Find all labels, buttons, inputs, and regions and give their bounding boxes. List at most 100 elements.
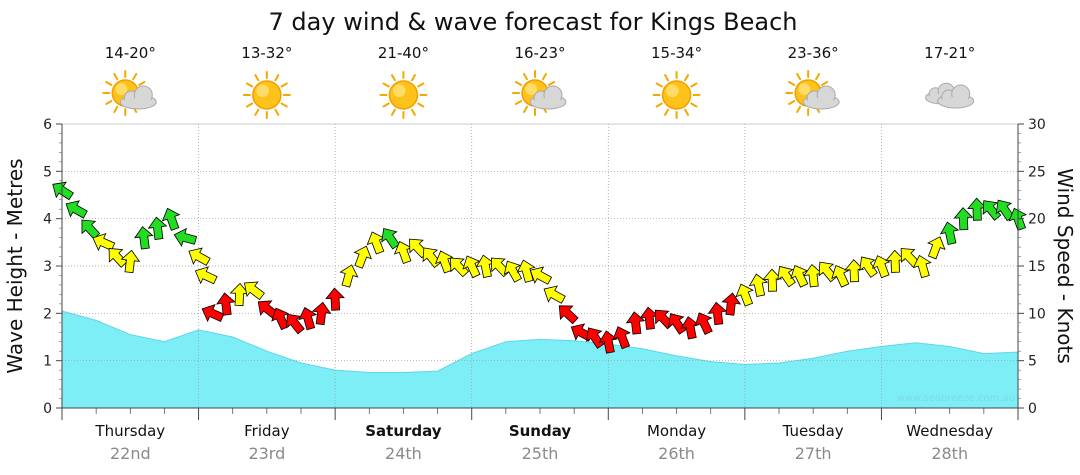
sun-ray <box>788 81 796 86</box>
wind-arrow <box>953 207 974 231</box>
day-name: Friday <box>244 422 290 440</box>
day-name: Saturday <box>365 422 442 440</box>
cloud-shape <box>119 85 157 110</box>
sun-ray <box>796 105 802 114</box>
sun-ray <box>514 100 523 105</box>
day-name: Monday <box>647 422 706 440</box>
sun-ray <box>523 72 528 81</box>
wind-arrow <box>982 200 1002 221</box>
wind-arrow <box>516 259 536 283</box>
left-tick-label: 2 <box>43 306 52 322</box>
sun-ray <box>417 82 425 88</box>
sun-ray <box>390 108 396 116</box>
sun-ray <box>523 105 528 114</box>
sun-ray <box>796 72 802 81</box>
wind-arrow <box>529 266 553 285</box>
sun-ray <box>655 82 663 88</box>
sun-ray <box>138 81 146 86</box>
plot-area <box>52 123 1028 409</box>
right-tick-label: 0 <box>1028 401 1037 417</box>
sun-ray <box>684 74 690 82</box>
sun-ray <box>820 81 829 86</box>
wind-arrow <box>201 304 225 323</box>
wind-arrow <box>586 327 605 349</box>
weather-icon-row <box>102 70 975 119</box>
sun-ray <box>390 74 396 82</box>
wind-arrow <box>558 305 579 325</box>
wind-arrow <box>216 292 236 316</box>
day-temperature: 21-40° <box>378 44 429 62</box>
sun-ray <box>245 102 254 108</box>
sun-ray <box>382 102 390 108</box>
right-tick-label: 20 <box>1028 212 1046 228</box>
wind-arrow <box>721 292 742 316</box>
cloud-shape <box>802 85 840 110</box>
right-tick-label: 5 <box>1028 354 1037 370</box>
wind-arrow <box>790 264 809 288</box>
wind-arrow <box>680 316 700 340</box>
sun-ray <box>690 82 698 88</box>
left-axis: 0 1 2 3 4 5 6 <box>43 117 63 417</box>
sun-ray <box>664 108 670 116</box>
cloud-shape <box>529 85 567 110</box>
wind-arrow <box>298 306 318 331</box>
sun-ray <box>245 82 254 88</box>
sun-ray <box>254 108 260 116</box>
x-axis: Thursday 22nd Friday 23rd Saturday 24th Sunday… <box>61 407 1019 463</box>
sun-ray <box>664 74 670 82</box>
left-tick-label: 6 <box>43 117 52 133</box>
sun-ray <box>410 74 416 82</box>
wind-arrow <box>762 268 783 292</box>
right-axis: 0 5 10 15 20 25 30 <box>1017 117 1046 417</box>
wind-arrow <box>612 326 631 350</box>
cloud-shape <box>937 84 975 109</box>
sun-highlight <box>798 83 811 95</box>
wind-arrow <box>381 227 400 250</box>
wind-arrow <box>353 245 372 269</box>
sun-ray <box>254 74 260 82</box>
wind-arrow <box>161 207 181 231</box>
day-temperature: 15-34° <box>651 44 702 62</box>
left-tick-label: 4 <box>43 212 52 228</box>
sun-ray <box>815 72 821 81</box>
sun-highlight <box>666 84 679 98</box>
sun-ray <box>417 102 425 108</box>
cloud-icon <box>925 82 975 109</box>
sun-ray <box>684 108 690 116</box>
wave-height-area <box>61 310 1019 409</box>
sun-icon <box>242 71 291 119</box>
left-tick-label: 3 <box>43 259 52 275</box>
wind-arrow <box>434 250 454 274</box>
day-temperature: 23-36° <box>788 44 839 62</box>
wind-arrow <box>598 330 618 354</box>
wind-arrow <box>462 255 481 279</box>
day-date: 26th <box>658 444 695 463</box>
sun-ray <box>655 102 663 108</box>
wind-arrow <box>52 181 74 201</box>
wind-arrow <box>503 260 523 283</box>
wind-arrow <box>188 247 211 266</box>
wind-arrow <box>707 301 728 326</box>
wind-arrow <box>543 285 566 304</box>
chart-title: 7 day wind & wave forecast for Kings Bea… <box>269 8 798 36</box>
day-name: Thursday <box>94 422 165 440</box>
day-name: Sunday <box>509 422 572 440</box>
sun-ray <box>105 81 113 86</box>
sun-ray <box>274 74 280 82</box>
sun-ray <box>113 105 119 114</box>
sun-ray <box>274 108 280 116</box>
left-tick-label: 5 <box>43 164 52 180</box>
day-temperature: 13-32° <box>241 44 292 62</box>
wind-arrow <box>65 200 88 219</box>
sun-ray <box>690 102 698 108</box>
wind-arrow <box>844 259 864 283</box>
sun-ray <box>105 100 113 105</box>
sun-ray <box>280 102 288 108</box>
right-tick-label: 25 <box>1028 164 1046 180</box>
day-date: 22nd <box>110 444 151 463</box>
wind-arrow <box>777 265 796 288</box>
sun-highlight <box>115 83 128 95</box>
sun-highlight <box>256 84 269 98</box>
wind-arrow <box>243 281 265 301</box>
